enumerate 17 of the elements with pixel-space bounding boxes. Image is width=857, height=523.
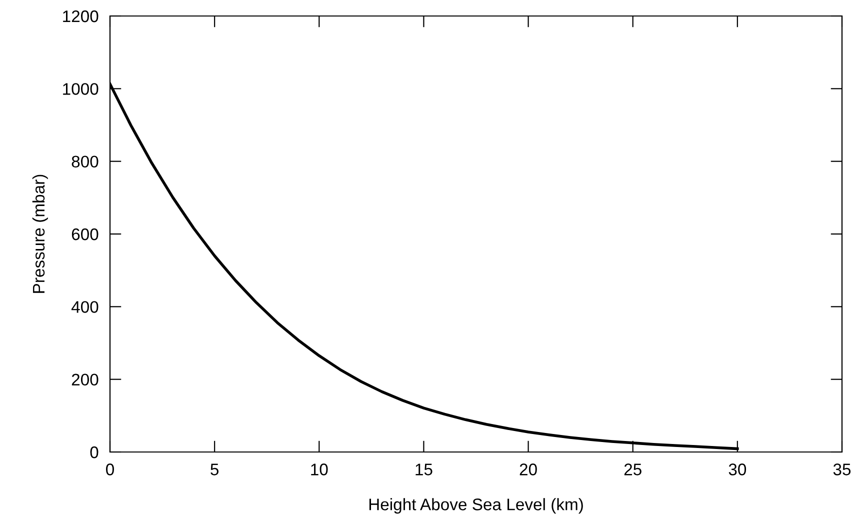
x-tick-label: 25 [624, 464, 642, 476]
y-tick-label: 800 [72, 156, 98, 168]
y-tick-label: 200 [72, 374, 98, 386]
y-tick-label: 600 [72, 228, 98, 240]
y-tick-label: 0 [90, 446, 98, 458]
x-tick-label: 30 [728, 464, 746, 476]
y-tick-label: 1000 [63, 83, 98, 95]
x-tick-label: 10 [311, 464, 328, 476]
x-tick-label: 0 [106, 464, 114, 476]
y-axis-title: Pressure (mbar) [32, 174, 48, 293]
x-tick-label: 15 [416, 464, 432, 476]
x-axis-title: Height Above Sea Level (km) [369, 498, 583, 514]
y-tick-label: 400 [71, 301, 98, 313]
x-tick-label: 35 [833, 464, 851, 476]
x-tick-label: 20 [520, 464, 537, 476]
y-tick-label: 1200 [63, 10, 98, 22]
x-tick-label: 5 [210, 464, 219, 476]
